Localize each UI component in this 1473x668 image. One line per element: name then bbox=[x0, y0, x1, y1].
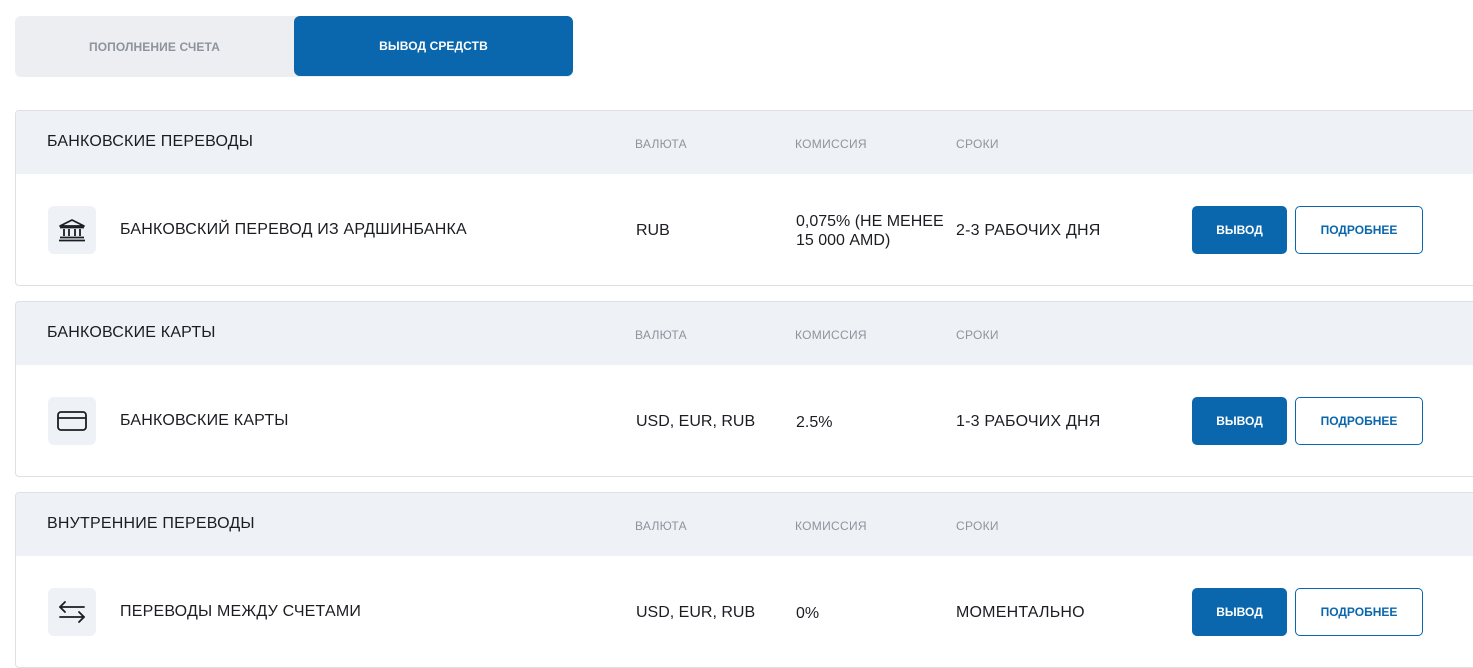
column-label-commission: КОМИССИЯ bbox=[795, 328, 867, 342]
section-internal-transfers: ВНУТРЕННИЕ ПЕРЕВОДЫ ВАЛЮТА КОМИССИЯ СРОК… bbox=[15, 492, 1473, 668]
section-header: ВНУТРЕННИЕ ПЕРЕВОДЫ ВАЛЮТА КОМИССИЯ СРОК… bbox=[16, 493, 1473, 556]
method-row: БАНКОВСКИЕ КАРТЫ USD, EUR, RUB 2.5% 1-3 … bbox=[16, 365, 1473, 476]
method-currency: USD, EUR, RUB bbox=[636, 413, 756, 430]
method-commission: 2.5% bbox=[796, 414, 833, 431]
column-label-terms: СРОКИ bbox=[956, 137, 999, 151]
method-row: БАНКОВСКИЙ ПЕРЕВОД ИЗ АРДШИНБАНКА RUB 0,… bbox=[16, 174, 1473, 285]
method-terms: 1-3 РАБОЧИХ ДНЯ bbox=[956, 413, 1101, 430]
method-currency: USD, EUR, RUB bbox=[636, 604, 756, 621]
section-header: БАНКОВСКИЕ ПЕРЕВОДЫ ВАЛЮТА КОМИССИЯ СРОК… bbox=[16, 111, 1473, 174]
column-label-commission: КОМИССИЯ bbox=[795, 137, 867, 151]
method-commission: 0,075% (НЕ МЕНЕЕ 15 000 AMD) bbox=[796, 213, 944, 249]
transfer-arrows-icon bbox=[48, 588, 96, 636]
credit-card-icon bbox=[48, 397, 96, 445]
method-terms: 2-3 РАБОЧИХ ДНЯ bbox=[956, 222, 1101, 239]
method-name: ПЕРЕВОДЫ МЕЖДУ СЧЕТАМИ bbox=[120, 603, 362, 620]
column-label-commission: КОМИССИЯ bbox=[795, 519, 867, 533]
method-terms: МОМЕНТАЛЬНО bbox=[956, 604, 1085, 621]
details-button[interactable]: ПОДРОБНЕЕ bbox=[1295, 397, 1423, 445]
section-title: БАНКОВСКИЕ КАРТЫ bbox=[47, 324, 216, 341]
tab-deposit[interactable]: ПОПОЛНЕНИЕ СЧЕТА bbox=[89, 39, 220, 54]
bank-icon bbox=[48, 206, 96, 254]
section-header: БАНКОВСКИЕ КАРТЫ ВАЛЮТА КОМИССИЯ СРОКИ bbox=[16, 302, 1473, 365]
method-name: БАНКОВСКИЙ ПЕРЕВОД ИЗ АРДШИНБАНКА bbox=[120, 221, 467, 238]
column-label-currency: ВАЛЮТА bbox=[635, 519, 687, 533]
section-title: БАНКОВСКИЕ ПЕРЕВОДЫ bbox=[47, 133, 254, 150]
method-currency: RUB bbox=[636, 222, 670, 239]
column-label-terms: СРОКИ bbox=[956, 519, 999, 533]
details-button[interactable]: ПОДРОБНЕЕ bbox=[1295, 206, 1423, 254]
method-name: БАНКОВСКИЕ КАРТЫ bbox=[120, 412, 289, 429]
withdraw-button[interactable]: ВЫВОД bbox=[1192, 206, 1287, 254]
tab-withdrawal[interactable]: ВЫВОД СРЕДСТВ bbox=[294, 16, 573, 76]
withdraw-button[interactable]: ВЫВОД bbox=[1192, 588, 1287, 636]
withdraw-button[interactable]: ВЫВОД bbox=[1192, 397, 1287, 445]
section-bank-cards: БАНКОВСКИЕ КАРТЫ ВАЛЮТА КОМИССИЯ СРОКИ Б… bbox=[15, 301, 1473, 477]
column-label-terms: СРОКИ bbox=[956, 328, 999, 342]
method-row: ПЕРЕВОДЫ МЕЖДУ СЧЕТАМИ USD, EUR, RUB 0% … bbox=[16, 556, 1473, 667]
payment-tabs: ПОПОЛНЕНИЕ СЧЕТА ВЫВОД СРЕДСТВ bbox=[15, 16, 573, 77]
details-button[interactable]: ПОДРОБНЕЕ bbox=[1295, 588, 1423, 636]
section-bank-transfers: БАНКОВСКИЕ ПЕРЕВОДЫ ВАЛЮТА КОМИССИЯ СРОК… bbox=[15, 110, 1473, 286]
column-label-currency: ВАЛЮТА bbox=[635, 137, 687, 151]
method-commission: 0% bbox=[796, 605, 820, 622]
section-title: ВНУТРЕННИЕ ПЕРЕВОДЫ bbox=[47, 515, 255, 532]
column-label-currency: ВАЛЮТА bbox=[635, 328, 687, 342]
